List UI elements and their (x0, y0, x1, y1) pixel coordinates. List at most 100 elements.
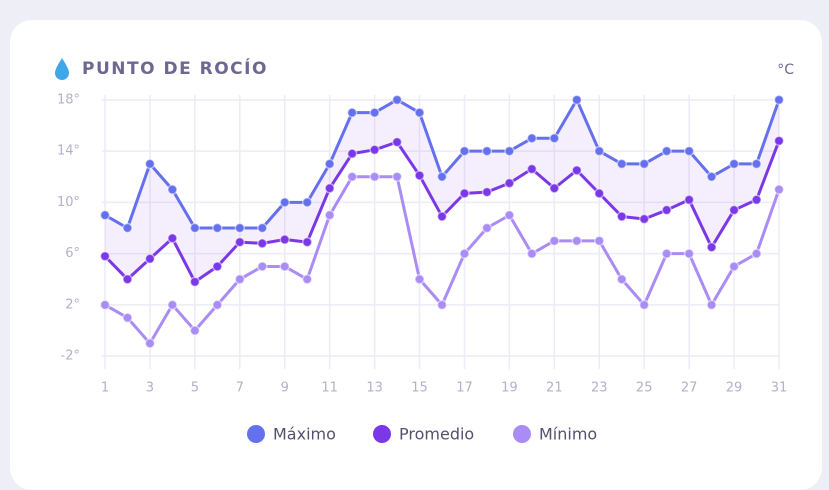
x-tick-label: 3 (146, 381, 154, 396)
x-tick-label: 13 (366, 381, 383, 396)
x-tick-label: 11 (321, 381, 338, 396)
data-point (526, 133, 538, 144)
data-point (549, 183, 560, 194)
data-point (99, 250, 111, 262)
data-point (301, 197, 313, 208)
data-point (616, 211, 627, 222)
data-point (683, 248, 695, 259)
chart-title: PUNTO DE ROCÍO (82, 57, 268, 79)
data-point (459, 188, 470, 199)
data-point (773, 135, 785, 147)
chart: PUNTO DE ROCÍO °C -2°2°6°10°14°18°1 3 5 7 9 1… (55, 57, 794, 444)
x-tick-label: 31 (771, 381, 788, 396)
data-point (391, 171, 403, 182)
data-point (638, 299, 650, 311)
data-point (616, 274, 627, 285)
data-point (279, 197, 290, 208)
data-point (167, 299, 178, 311)
data-point (638, 158, 650, 170)
legend-swatch (247, 425, 265, 443)
x-tick-label: 1 (101, 381, 109, 396)
x-tick-label: 21 (546, 381, 563, 396)
x-tick-label: 17 (456, 381, 473, 396)
data-point (346, 148, 358, 159)
data-point (391, 94, 403, 106)
data-point (436, 299, 448, 311)
data-point (571, 94, 583, 106)
page: PUNTO DE ROCÍO °C -2° 2° 6° 10° 14° 18° 1 3 5 7 9 1… (10, 20, 822, 490)
data-point (751, 194, 762, 206)
data-point (122, 312, 133, 323)
data-point (369, 171, 380, 182)
data-point (324, 183, 335, 194)
data-point (751, 248, 762, 259)
data-point (99, 299, 111, 311)
data-point (122, 274, 133, 285)
x-tick-label: 7 (236, 381, 244, 396)
data-point (369, 144, 380, 156)
y-tick-label: 14° (57, 144, 80, 159)
y-tick-label: -2° (61, 349, 80, 364)
legend-swatch (373, 425, 391, 443)
data-point (257, 238, 268, 249)
data-point (481, 222, 493, 234)
data-point (504, 209, 515, 221)
drop-icon (55, 58, 69, 80)
data-point (661, 248, 672, 259)
data-point (189, 325, 201, 336)
unit-label: °C (777, 62, 794, 78)
y-tick-label: 10° (57, 195, 80, 210)
data-point (257, 222, 268, 234)
data-point (436, 211, 448, 222)
x-tick-label: 9 (281, 381, 289, 396)
data-point (234, 274, 246, 285)
data-point (369, 107, 380, 118)
legend-label: Máximo (273, 425, 336, 444)
legend-label: Mínimo (539, 425, 597, 444)
data-point (144, 253, 156, 265)
data-point (414, 107, 425, 118)
x-tick-label: 25 (636, 381, 653, 396)
data-point (773, 94, 785, 106)
data-point (594, 235, 605, 247)
data-point (549, 235, 560, 247)
data-point (571, 165, 583, 176)
data-point (504, 145, 515, 157)
x-tick-label: 29 (726, 381, 743, 396)
legend-label: Promedio (399, 425, 474, 444)
data-point (661, 145, 672, 157)
y-tick-label: 2° (65, 297, 80, 312)
x-tick-label: 19 (501, 381, 518, 396)
data-point (144, 338, 156, 349)
data-point (167, 233, 178, 244)
data-point (257, 261, 268, 272)
data-point (234, 222, 246, 234)
data-point (324, 158, 335, 170)
data-point (728, 261, 740, 272)
legend-swatch (513, 425, 531, 443)
data-point (481, 186, 493, 198)
data-point (571, 235, 583, 247)
data-point (549, 133, 560, 144)
data-point (279, 234, 290, 245)
data-point (234, 236, 246, 248)
x-tick-label: 23 (591, 381, 608, 396)
data-point (706, 299, 717, 311)
data-point (212, 299, 223, 311)
data-point (728, 204, 740, 216)
data-point (706, 241, 717, 253)
x-tick-label: 15 (411, 381, 428, 396)
data-point (212, 222, 223, 234)
data-point (706, 171, 717, 182)
data-point (526, 248, 538, 259)
data-point (616, 158, 627, 170)
data-point (594, 145, 605, 157)
x-tick-label: 5 (191, 381, 199, 396)
data-point (481, 145, 493, 157)
data-point (301, 236, 313, 248)
data-point (414, 274, 425, 285)
data-point (346, 171, 358, 182)
data-point (189, 222, 201, 234)
data-point (391, 136, 403, 148)
data-point (144, 158, 156, 170)
